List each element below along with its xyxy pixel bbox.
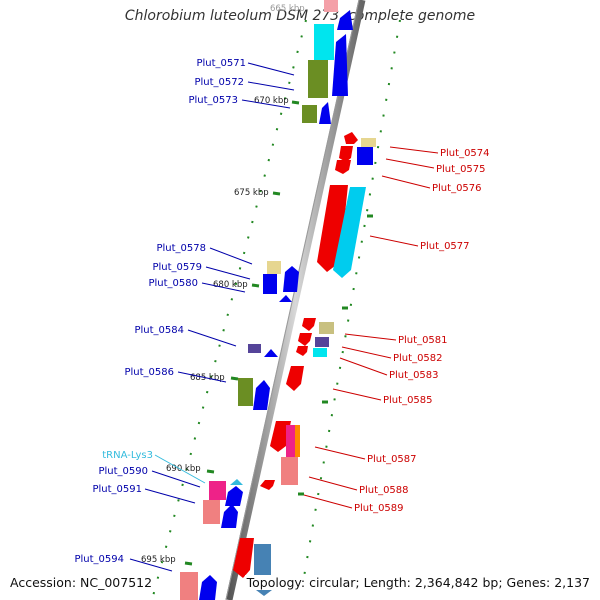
gene-arrow [253, 380, 270, 410]
forward-genes [180, 0, 353, 600]
gene-block [302, 105, 317, 123]
gene-arrow [233, 538, 254, 578]
gene-label[interactable]: Plut_0574 [440, 148, 490, 159]
gene-label[interactable]: Plut_0573 [188, 95, 238, 106]
gene-arrow [270, 421, 291, 452]
gene-arrow [302, 318, 316, 331]
gene-label[interactable]: Plut_0579 [152, 262, 202, 273]
gene-arrow [344, 132, 358, 144]
trna-arrow [230, 479, 243, 485]
gene-arrow [332, 34, 348, 96]
gene-label[interactable]: Plut_0576 [432, 183, 482, 194]
gene-arrow [260, 480, 275, 490]
gene-block [180, 572, 198, 600]
gene-arrow [319, 102, 331, 124]
left-leaders [129, 62, 295, 572]
gene-arrow [286, 366, 304, 391]
tick-675 [272, 191, 281, 196]
gene-arrow [225, 486, 243, 506]
tick-680 [251, 283, 260, 288]
gene-label[interactable]: Plut_0571 [196, 58, 246, 69]
kbp-label: 695 kbp [141, 555, 176, 565]
tick-685 [230, 376, 239, 381]
page-title: Chlorobium luteolum DSM 273, complete ge… [124, 8, 476, 24]
gene-block [314, 24, 334, 60]
gene-arrow [221, 504, 238, 528]
gene-label[interactable]: Plut_0583 [389, 370, 439, 381]
kbp-label: 680 kbp [213, 280, 248, 290]
gene-block [263, 274, 277, 294]
right-leaders [303, 146, 439, 509]
gene-arrow [279, 295, 292, 302]
gene-arrow [337, 10, 353, 30]
gene-block [238, 378, 253, 406]
gene-block [361, 138, 376, 147]
trna-label[interactable]: tRNA-Lys3 [102, 450, 153, 461]
gene-arrow [296, 346, 308, 356]
gene-label[interactable]: Plut_0586 [124, 367, 174, 378]
gene-label[interactable]: Plut_0582 [393, 353, 443, 364]
gene-block [254, 544, 271, 584]
gene-label[interactable]: Plut_0589 [354, 503, 404, 514]
gene-arrow [283, 266, 299, 292]
gene-block [313, 348, 327, 357]
kbp-label: 690 kbp [166, 464, 201, 474]
gene-arrow [333, 187, 366, 278]
gene-block [319, 322, 334, 334]
gene-block [324, 0, 338, 12]
accession-text: Accession: NC_007512 [8, 575, 155, 590]
tick-690 [206, 469, 215, 474]
kbp-label: 675 kbp [234, 188, 269, 198]
gene-label[interactable]: Plut_0575 [436, 164, 486, 175]
topology-text: Topology: circular; Length: 2,364,842 bp… [244, 575, 592, 590]
gene-block [315, 337, 329, 347]
gene-label[interactable]: Plut_0587 [367, 454, 417, 465]
gene-block [308, 60, 328, 98]
gene-block [295, 425, 300, 457]
gene-arrow [335, 160, 351, 174]
gene-block [203, 500, 220, 524]
gene-arrow [264, 349, 278, 357]
gene-block [281, 457, 298, 485]
gene-block [209, 481, 226, 500]
gene-label[interactable]: Plut_0580 [148, 278, 198, 289]
gene-label[interactable]: Plut_0594 [74, 554, 124, 565]
tick-695 [184, 561, 193, 566]
gene-label[interactable]: Plut_0581 [398, 335, 448, 346]
gene-arrow [298, 333, 312, 346]
reverse-genes [233, 132, 376, 596]
gene-arrow [339, 146, 353, 162]
gene-arrow [199, 575, 217, 600]
genome-backbone [225, 0, 366, 600]
kbp-ticks [184, 100, 373, 566]
kbp-label: 665 kbp [270, 4, 305, 14]
gene-label[interactable]: Plut_0591 [92, 484, 142, 495]
gene-label[interactable]: Plut_0588 [359, 485, 409, 496]
gene-block [357, 147, 373, 165]
gene-label[interactable]: Plut_0577 [420, 241, 470, 252]
gene-label[interactable]: Plut_0584 [134, 325, 184, 336]
gene-block [248, 344, 261, 353]
gene-block [286, 425, 296, 457]
gene-block [267, 261, 281, 274]
gene-label[interactable]: Plut_0585 [383, 395, 433, 406]
tick-670 [291, 100, 300, 105]
kbp-label: 670 kbp [254, 96, 289, 106]
gene-label[interactable]: Plut_0590 [98, 466, 148, 477]
gene-label[interactable]: Plut_0572 [194, 77, 244, 88]
gene-label[interactable]: Plut_0578 [156, 243, 206, 254]
